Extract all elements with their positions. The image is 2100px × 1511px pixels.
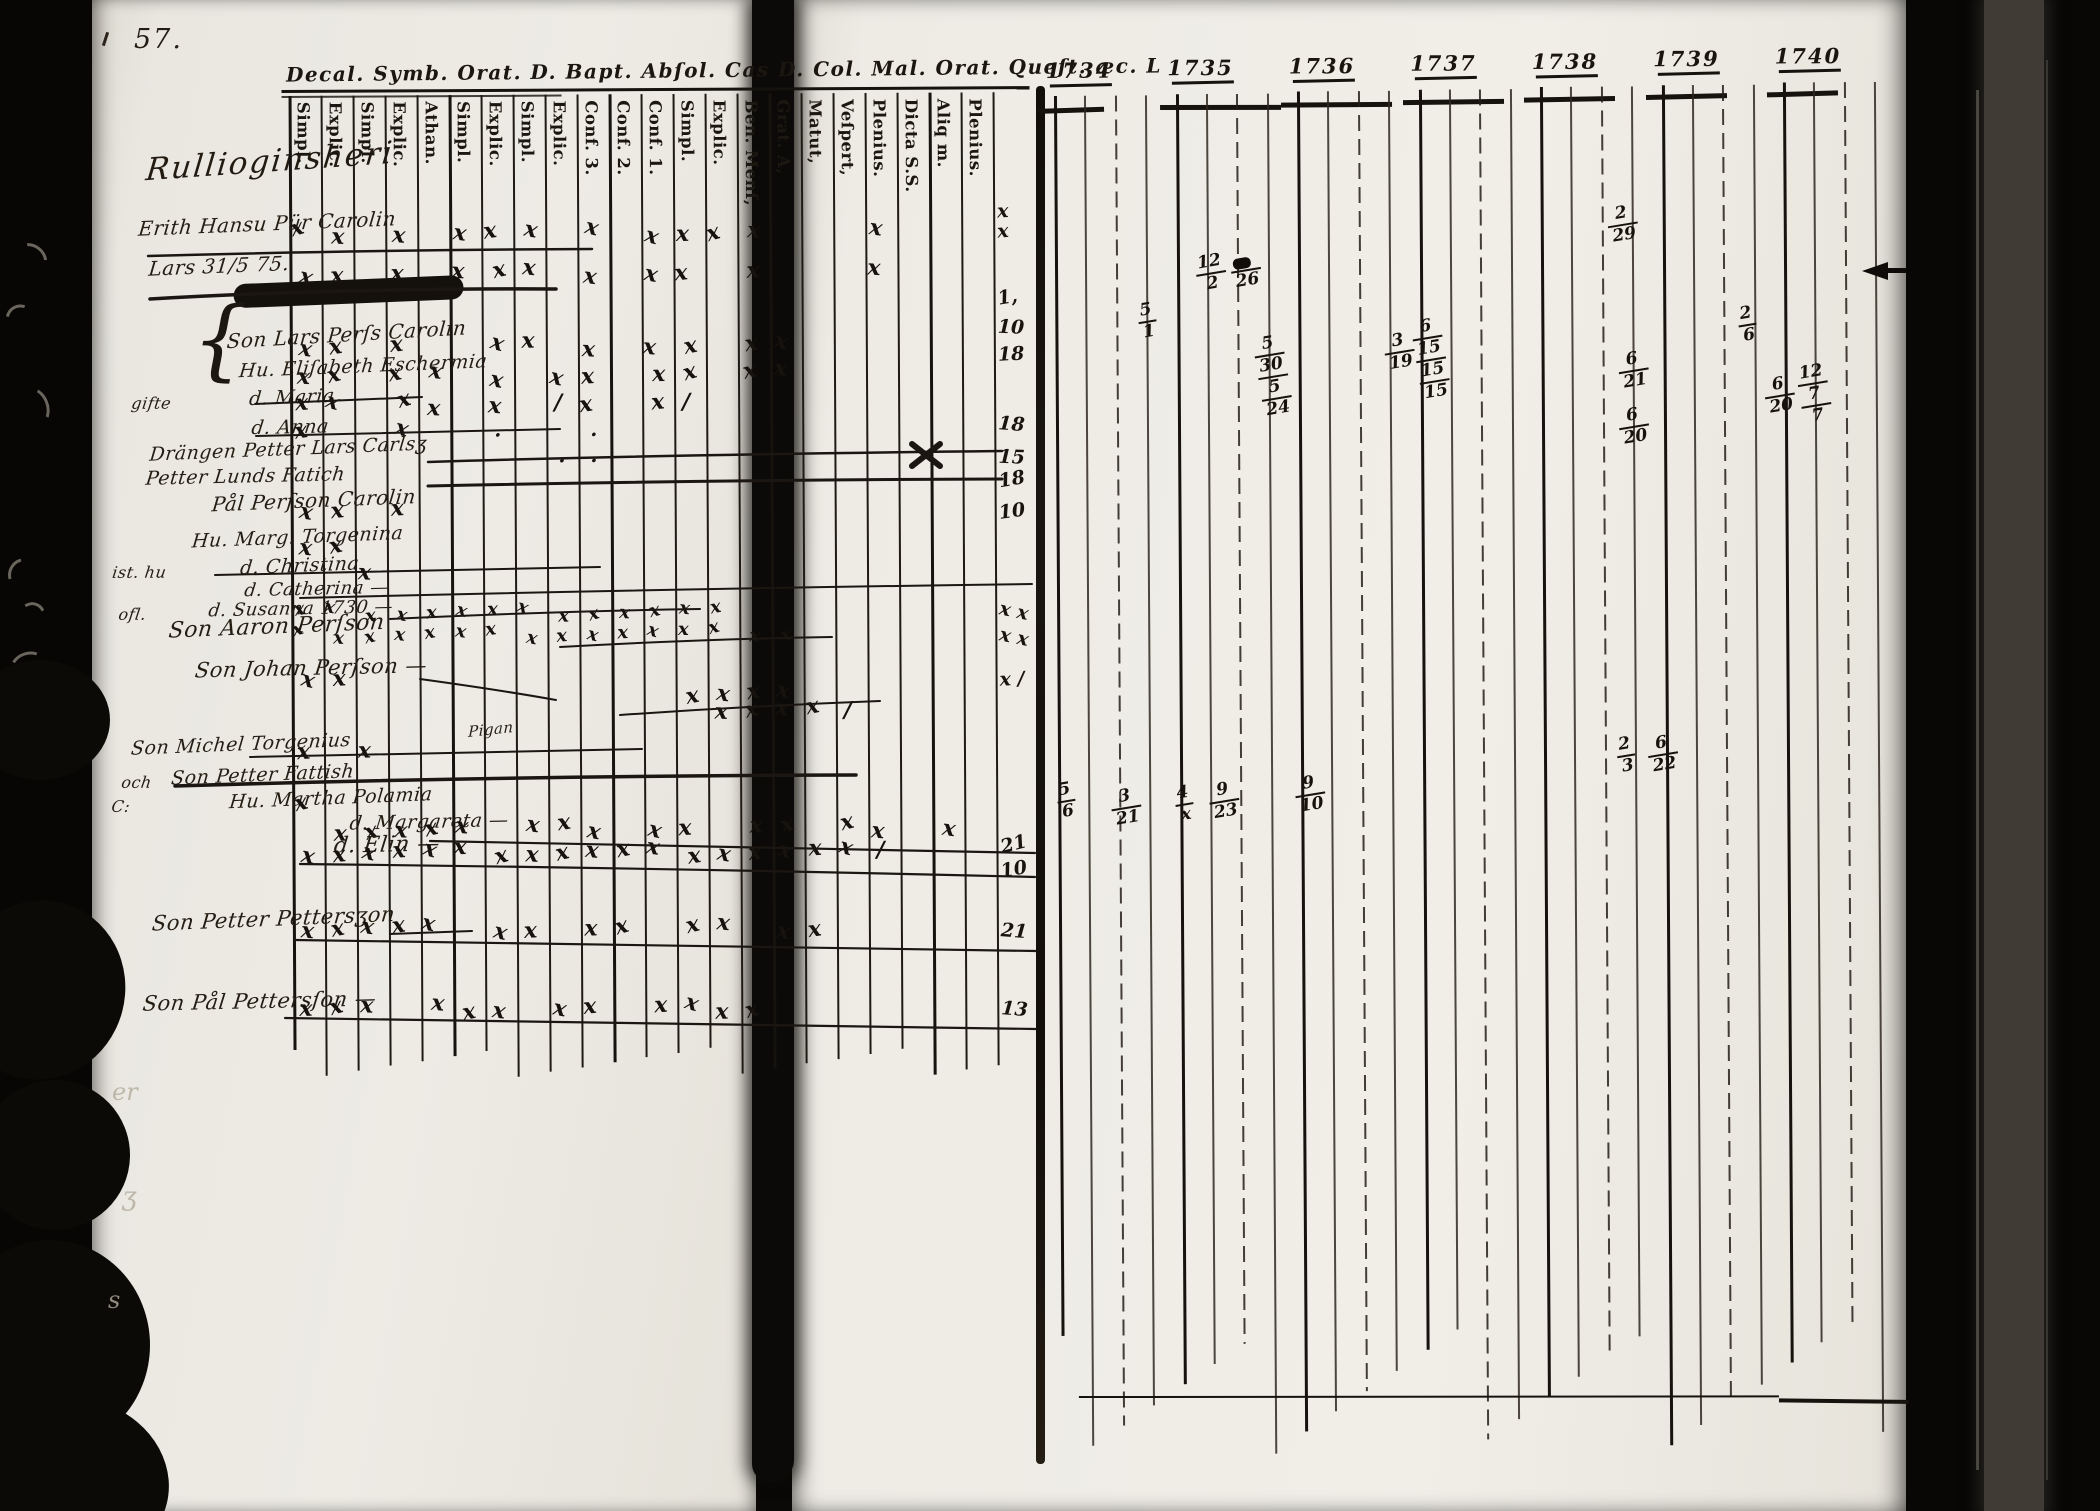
year-underline — [1171, 80, 1234, 86]
fraction-annotation: 5 30 5 24 — [1251, 332, 1295, 422]
year-underline — [1414, 76, 1477, 81]
fraction-annotation: 6 20 — [1616, 404, 1652, 450]
year-underline — [1657, 71, 1720, 76]
fraction-value: x — [1175, 801, 1197, 827]
fraction-value: 6 — [1738, 322, 1760, 347]
year-column-rule — [1782, 82, 1794, 1363]
fraction-value: 10 — [1295, 791, 1329, 818]
year-column-rule — [1388, 90, 1398, 1371]
year-column-rule — [1570, 86, 1581, 1377]
year-column-rule — [1874, 81, 1885, 1432]
fraction-value: 2 — [1616, 733, 1632, 755]
year-column-rule — [1266, 93, 1277, 1454]
fraction-annotation: 12 7 7 — [1795, 360, 1835, 429]
year-column-rule — [1691, 84, 1702, 1425]
year-column-rule — [1296, 91, 1309, 1432]
year-column-rule — [1084, 95, 1095, 1446]
fraction-annotation: 9 23 — [1206, 778, 1243, 825]
fraction-annotation: 6 21 — [1616, 348, 1652, 394]
fraction-annotation: 3 21 — [1108, 785, 1145, 831]
fraction-value: 3 — [1617, 753, 1639, 778]
year-column-rule — [1631, 86, 1641, 1337]
year-column-rule — [1479, 88, 1490, 1439]
grid-top-segment — [1037, 106, 1105, 114]
scan-blotch — [0, 660, 110, 780]
year-underline — [1535, 73, 1598, 79]
bleedthrough-mark: ʒ — [122, 1182, 137, 1212]
fraction-value: 5 — [1056, 778, 1072, 801]
grid-top-segment — [1645, 93, 1727, 101]
fraction-value: 5 — [1138, 299, 1153, 321]
fraction-value: 29 — [1607, 221, 1641, 248]
fraction-value: 2 — [1738, 302, 1753, 325]
year-column-rule — [1114, 95, 1125, 1426]
fraction-annotation: 2 29 — [1605, 202, 1641, 248]
year-column-rule — [1539, 86, 1551, 1397]
year-column-rule — [1175, 93, 1187, 1384]
year-column-rule — [1327, 91, 1338, 1412]
left-page-fold-line — [1036, 86, 1045, 1464]
grid-bottom-rule-2 — [1778, 1398, 1909, 1404]
right-page-stack-edge — [1906, 0, 2100, 1511]
year-column-rule — [1843, 82, 1854, 1323]
grid-top-segment — [1766, 90, 1839, 98]
grid-bottom-rule — [1078, 1395, 1779, 1399]
year-label: 1738 — [1531, 48, 1599, 74]
page-edge-streak — [1976, 90, 1979, 1470]
fraction-annotation: 12 2 — [1193, 250, 1229, 297]
fraction-value: 7 — [1801, 401, 1835, 429]
year-label: 1736 — [1288, 52, 1356, 79]
fraction-annotation: 9 10 — [1292, 772, 1329, 818]
year-column-rule — [1053, 95, 1065, 1336]
fraction-value: 21 — [1111, 804, 1145, 831]
year-underline — [1778, 69, 1841, 74]
year-column-rule — [1813, 82, 1823, 1343]
fraction-annotation: 6 22 — [1645, 732, 1681, 778]
margin-arrow-mark — [1862, 262, 1888, 280]
fraction-value: 4 — [1174, 781, 1190, 804]
year-underline — [1292, 78, 1355, 83]
fraction-value: 6 — [1057, 798, 1079, 824]
year-label: 1737 — [1410, 50, 1477, 76]
fraction-value: 24 — [1261, 394, 1295, 422]
year-column-rule — [1357, 91, 1368, 1392]
right-page — [792, 0, 1906, 1511]
fraction-value: 26 — [1231, 266, 1264, 294]
year-column-rule — [1722, 84, 1733, 1405]
year-column-rule — [1418, 89, 1430, 1350]
fraction-value: 2 — [1196, 269, 1229, 297]
year-column-rule — [1600, 86, 1611, 1357]
year-underline — [1049, 83, 1112, 88]
fraction-annotation: 6 15 15 15 — [1409, 315, 1453, 405]
year-column-rule — [1145, 95, 1156, 1406]
year-label: 1735 — [1167, 55, 1234, 81]
fraction-value: 22 — [1648, 751, 1681, 778]
year-column-rule — [1448, 89, 1459, 1330]
page-edge-streak — [2046, 60, 2048, 1480]
year-label: 1739 — [1653, 45, 1720, 72]
fraction-value: 20 — [1764, 392, 1798, 419]
bleedthrough-mark: er — [112, 1078, 138, 1106]
fraction-value: 15 — [1419, 377, 1453, 405]
fraction-value: 23 — [1209, 797, 1243, 825]
year-label: 1734 — [1045, 57, 1113, 84]
fraction-value: 19 — [1384, 348, 1418, 376]
folio-number: 57. — [134, 24, 183, 55]
year-column-rule — [1752, 84, 1763, 1385]
fraction-value: 21 — [1618, 367, 1652, 394]
year-label: 1740 — [1774, 43, 1842, 69]
page-edge-band — [1984, 0, 2044, 1511]
fraction-annotation: 6 20 — [1762, 373, 1798, 419]
fraction-value: 1 — [1138, 319, 1160, 344]
year-column-rule — [1509, 88, 1520, 1419]
bleedthrough-mark: s — [108, 1286, 121, 1314]
fraction-value: 20 — [1619, 423, 1652, 450]
fraction-annotation: 26 — [1229, 254, 1264, 294]
margin-arrow-tail — [1886, 268, 1906, 273]
